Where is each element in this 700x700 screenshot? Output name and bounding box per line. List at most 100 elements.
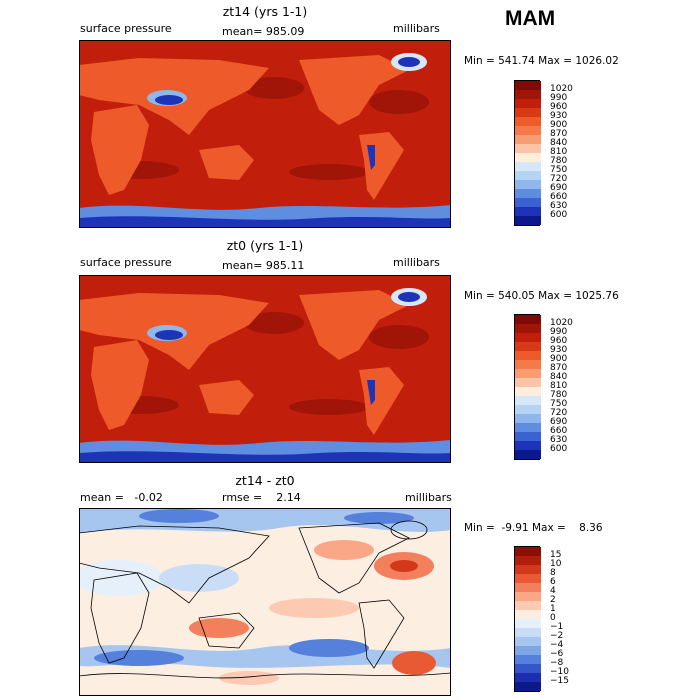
high-pressure-cell (289, 164, 369, 180)
colorbar-tick-label: 870 (550, 363, 568, 373)
colorbar-tick-label: 930 (550, 111, 568, 121)
colorbar-tick-label: 630 (550, 435, 568, 445)
colorbar-tick-label: −6 (550, 649, 564, 659)
negative-anomaly (79, 560, 164, 596)
colorbar-swatch (515, 108, 541, 117)
colorbar-swatch (515, 414, 541, 423)
colorbar-swatch (515, 81, 541, 90)
positive-anomaly (219, 671, 279, 685)
colorbar-swatch (515, 144, 541, 153)
colorbar-swatch (515, 198, 541, 207)
colorbar-cells (514, 80, 541, 226)
negative-anomaly (289, 639, 369, 657)
colorbar-tick-label: −4 (550, 640, 564, 650)
colorbar-swatch (515, 117, 541, 126)
tibet-low-pressure (155, 330, 183, 340)
colorbar-tick-label: 2 (550, 595, 556, 605)
panel2-title: zt0 (yrs 1-1) (226, 238, 304, 253)
negative-anomaly (159, 564, 239, 592)
high-pressure-cell (244, 312, 304, 334)
colorbar-tick-label: 8 (550, 568, 556, 578)
colorbar-tick-label: 990 (550, 93, 568, 103)
colorbar-swatch (515, 342, 541, 351)
colorbar-swatch (515, 189, 541, 198)
colorbar-swatch (515, 90, 541, 99)
colorbar-tick-label: −15 (550, 676, 569, 686)
colorbar-tick-label: −1 (550, 622, 564, 632)
panel3-mean: mean = -0.02 (80, 491, 163, 504)
colorbar-swatch (515, 432, 541, 441)
panel1-title: zt14 (yrs 1-1) (222, 4, 308, 19)
colorbar-swatch (515, 565, 541, 574)
colorbar-tick-label: 1 (550, 604, 556, 614)
tibet-low-pressure (155, 95, 183, 105)
colorbar-swatch (515, 351, 541, 360)
panel3-title: zt14 - zt0 (235, 473, 295, 488)
colorbar-tick-label: 990 (550, 327, 568, 337)
colorbar-tick-label: 660 (550, 192, 568, 202)
colorbar-tick-label: 870 (550, 129, 568, 139)
colorbar-swatch (515, 547, 541, 556)
colorbar-swatch (515, 592, 541, 601)
colorbar-swatch (515, 216, 541, 225)
season-label: MAM (505, 7, 556, 30)
panel3-colorbar: 15 10 8 6 4 2 1 0 −1 −2 −4 −6 −8 −10 −15 (514, 546, 569, 692)
high-pressure-cell (369, 90, 429, 114)
antarctica-interior (79, 216, 451, 228)
colorbar-tick-label: 900 (550, 120, 568, 130)
andes-low-pressure (367, 145, 375, 170)
colorbar-cells (514, 546, 541, 692)
north-america-landmass (299, 55, 409, 125)
colorbar-swatch (515, 423, 541, 432)
high-pressure-cell (369, 325, 429, 349)
colorbar-tick-label: 720 (550, 408, 568, 418)
colorbar-swatch (515, 682, 541, 691)
colorbar-tick-label: 810 (550, 147, 568, 157)
colorbar-tick-label: 4 (550, 586, 556, 596)
colorbar-swatch (515, 673, 541, 682)
colorbar-tick-label: 900 (550, 354, 568, 364)
colorbar-tick-label: 780 (550, 390, 568, 400)
colorbar-swatch (515, 556, 541, 565)
colorbar-swatch (515, 610, 541, 619)
colorbar-swatch (515, 664, 541, 673)
antarctica-interior (79, 451, 451, 463)
panel1-mean: mean= 985.09 (222, 25, 305, 38)
colorbar-swatch (515, 324, 541, 333)
panel1-pressure-map (79, 40, 451, 228)
positive-anomaly (189, 618, 249, 638)
colorbar-swatch (515, 405, 541, 414)
colorbar-swatch (515, 655, 541, 664)
colorbar-tick-label: 780 (550, 156, 568, 166)
colorbar-tick-label: 960 (550, 336, 568, 346)
colorbar-tick-label: 10 (550, 559, 562, 569)
colorbar-swatch (515, 171, 541, 180)
colorbar-tick-label: 840 (550, 372, 568, 382)
coastlines (79, 520, 451, 679)
colorbar-swatch (515, 387, 541, 396)
high-pressure-cell (289, 399, 369, 415)
panel2-mean: mean= 985.11 (222, 259, 305, 272)
colorbar-swatch (515, 637, 541, 646)
colorbar-swatch (515, 450, 541, 459)
australia-landmass (199, 380, 254, 415)
colorbar-swatch (515, 369, 541, 378)
panel3-minmax: Min = -9.91 Max = 8.36 (464, 522, 603, 534)
panel1-minmax: Min = 541.74 Max = 1026.02 (464, 55, 619, 67)
colorbar-tick-label: 600 (550, 444, 568, 454)
colorbar-tick-label: 600 (550, 210, 568, 220)
australia-landmass (199, 145, 254, 180)
negative-anomaly (344, 512, 414, 524)
colorbar-tick-label: −10 (550, 667, 569, 677)
colorbar-tick-label: 690 (550, 417, 568, 427)
panel1-colorbar: 1020 990 960 930 900 870 840 810 780 750 720 690 660… (514, 80, 573, 226)
panel2-minmax: Min = 540.05 Max = 1025.76 (464, 290, 619, 302)
colorbar-tick-label: 960 (550, 102, 568, 112)
panel3-units: millibars (405, 491, 452, 504)
africa-landmass (91, 105, 149, 195)
andes-low-pressure (367, 380, 375, 405)
positive-anomaly (269, 598, 359, 618)
panel2-pressure-map (79, 275, 451, 463)
africa-landmass (91, 340, 149, 430)
colorbar-swatch (515, 99, 541, 108)
